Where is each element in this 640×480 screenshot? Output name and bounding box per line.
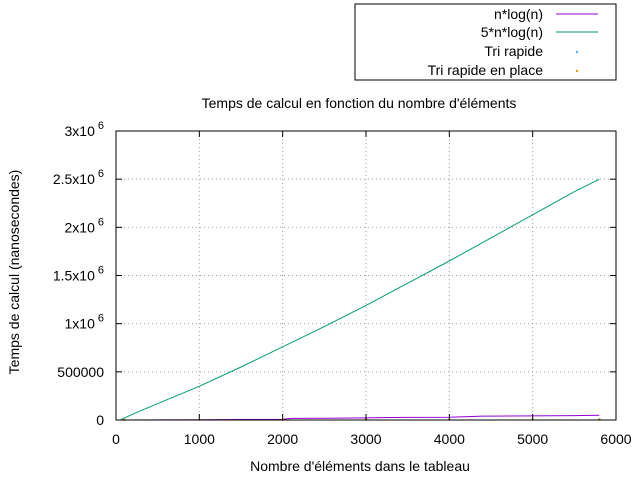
y-tick-label: 500000 bbox=[57, 364, 104, 380]
series-line-1 bbox=[119, 178, 600, 421]
x-tick-label: 6000 bbox=[600, 431, 631, 447]
x-tick-label: 2000 bbox=[267, 431, 298, 447]
y-tick-exponent: 6 bbox=[98, 120, 104, 132]
y-tick-label: 1.5x10 6 bbox=[53, 265, 104, 284]
y-tick-mantissa: 0 bbox=[96, 412, 104, 428]
y-tick-mantissa: 1x10 bbox=[65, 316, 96, 332]
grid bbox=[116, 131, 616, 420]
x-tick-label: 1000 bbox=[184, 431, 215, 447]
y-tick-label: 0 bbox=[96, 412, 104, 428]
y-tick-label: 3x10 6 bbox=[65, 120, 104, 139]
y-tick-exponent: 6 bbox=[98, 216, 104, 228]
legend-label: Tri rapide bbox=[484, 43, 543, 59]
legend: n*log(n) 5*n*log(n) Tri rapide Tri rapide e… bbox=[354, 3, 617, 81]
y-tick-exponent: 6 bbox=[98, 265, 104, 277]
legend-label: n*log(n) bbox=[494, 6, 543, 22]
legend-swatch-point bbox=[575, 50, 579, 54]
y-tick-exponent: 6 bbox=[98, 168, 104, 180]
x-axis-label: Nombre d'éléments dans le tableau bbox=[250, 458, 470, 474]
y-tick-mantissa: 2x10 bbox=[65, 219, 96, 235]
y-tick-mantissa: 3x10 bbox=[65, 123, 96, 139]
legend-swatch-point bbox=[575, 69, 579, 73]
x-tick-label: 5000 bbox=[517, 431, 548, 447]
legend-label: Tri rapide en place bbox=[428, 62, 544, 78]
legend-box bbox=[354, 3, 617, 81]
y-tick-exponent: 6 bbox=[98, 313, 104, 325]
y-tick-mantissa: 500000 bbox=[57, 364, 104, 380]
y-tick-mantissa: 1.5x10 bbox=[53, 268, 95, 284]
legend-label: 5*n*log(n) bbox=[481, 24, 543, 40]
x-tick-label: 0 bbox=[112, 431, 120, 447]
y-axis-label: Temps de calcul (nanosecondes) bbox=[6, 170, 22, 375]
x-tick-label: 3000 bbox=[350, 431, 381, 447]
y-tick-label: 2.5x10 6 bbox=[53, 168, 104, 187]
chart-title: Temps de calcul en fonction du nombre d'… bbox=[202, 95, 517, 111]
y-tick-mantissa: 2.5x10 bbox=[53, 171, 95, 187]
x-tick-label: 4000 bbox=[434, 431, 465, 447]
y-tick-label: 2x10 6 bbox=[65, 216, 104, 235]
y-tick-label: 1x10 6 bbox=[65, 313, 104, 332]
